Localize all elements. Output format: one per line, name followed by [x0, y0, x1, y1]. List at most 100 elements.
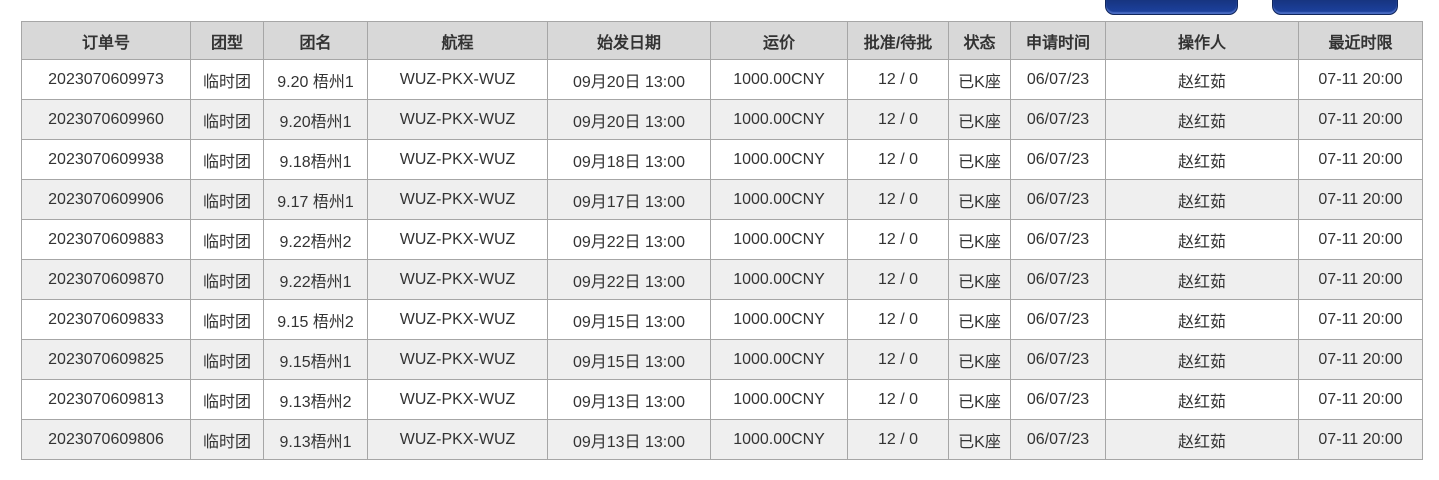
table-row[interactable]: 2023070609906 临时团 9.17 梧州1 WUZ-PKX-WUZ 09月17…: [21, 179, 1423, 220]
cell-apply-time: 06/07/23: [1010, 299, 1106, 340]
table-row[interactable]: 2023070609825 临时团 9.15梧州1 WUZ-PKX-WUZ 09月15日…: [21, 339, 1423, 380]
table-row[interactable]: 2023070609960 临时团 9.20梧州1 WUZ-PKX-WUZ 09月20日…: [21, 99, 1423, 140]
cell-route: WUZ-PKX-WUZ: [367, 179, 548, 220]
column-header-apply-time: 申请时间: [1010, 21, 1106, 60]
cell-depart-date: 09月13日 13:00: [547, 379, 711, 420]
table-row[interactable]: 2023070609870 临时团 9.22梧州1 WUZ-PKX-WUZ 09月22日…: [21, 259, 1423, 300]
column-header-approved-pending: 批准/待批: [847, 21, 949, 60]
table-row[interactable]: 2023070609806 临时团 9.13梧州1 WUZ-PKX-WUZ 09月13日…: [21, 419, 1423, 460]
cell-status: 已K座: [948, 379, 1011, 420]
cell-fare: 1000.00CNY: [710, 179, 848, 220]
cell-apply-time: 06/07/23: [1010, 59, 1106, 100]
column-header-deadline: 最近时限: [1298, 21, 1423, 60]
cell-operator: 赵红茹: [1105, 179, 1299, 220]
cell-fare: 1000.00CNY: [710, 299, 848, 340]
cell-group-type: 临时团: [190, 139, 264, 180]
column-header-fare: 运价: [710, 21, 848, 60]
cell-route: WUZ-PKX-WUZ: [367, 59, 548, 100]
cell-operator: 赵红茹: [1105, 59, 1299, 100]
column-header-order-no: 订单号: [21, 21, 191, 60]
table-row[interactable]: 2023070609833 临时团 9.15 梧州2 WUZ-PKX-WUZ 09月15…: [21, 299, 1423, 340]
cell-status: 已K座: [948, 219, 1011, 260]
cell-depart-date: 09月20日 13:00: [547, 99, 711, 140]
cell-deadline: 07-11 20:00: [1298, 299, 1423, 340]
cell-approved-pending: 12 / 0: [847, 99, 949, 140]
cell-order-no: 2023070609906: [21, 179, 191, 220]
cell-depart-date: 09月13日 13:00: [547, 419, 711, 460]
cell-order-no: 2023070609938: [21, 139, 191, 180]
cell-deadline: 07-11 20:00: [1298, 259, 1423, 300]
cell-approved-pending: 12 / 0: [847, 419, 949, 460]
cell-group-name: 9.18梧州1: [263, 139, 368, 180]
cell-fare: 1000.00CNY: [710, 259, 848, 300]
cell-deadline: 07-11 20:00: [1298, 99, 1423, 140]
column-header-status: 状态: [948, 21, 1011, 60]
cell-deadline: 07-11 20:00: [1298, 419, 1423, 460]
cell-depart-date: 09月22日 13:00: [547, 259, 711, 300]
cell-group-name: 9.17 梧州1: [263, 179, 368, 220]
cell-group-name: 9.22梧州2: [263, 219, 368, 260]
cell-order-no: 2023070609825: [21, 339, 191, 380]
cell-order-no: 2023070609883: [21, 219, 191, 260]
cell-group-type: 临时团: [190, 59, 264, 100]
table-row[interactable]: 2023070609973 临时团 9.20 梧州1 WUZ-PKX-WUZ 09月20…: [21, 59, 1423, 100]
cell-approved-pending: 12 / 0: [847, 59, 949, 100]
cell-apply-time: 06/07/23: [1010, 419, 1106, 460]
cell-depart-date: 09月15日 13:00: [547, 299, 711, 340]
table-row[interactable]: 2023070609813 临时团 9.13梧州2 WUZ-PKX-WUZ 09月13日…: [21, 379, 1423, 420]
cell-operator: 赵红茹: [1105, 259, 1299, 300]
cell-fare: 1000.00CNY: [710, 419, 848, 460]
cell-order-no: 2023070609960: [21, 99, 191, 140]
table-row[interactable]: 2023070609883 临时团 9.22梧州2 WUZ-PKX-WUZ 09月22日…: [21, 219, 1423, 260]
cell-route: WUZ-PKX-WUZ: [367, 419, 548, 460]
cell-deadline: 07-11 20:00: [1298, 339, 1423, 380]
cell-approved-pending: 12 / 0: [847, 339, 949, 380]
cell-group-name: 9.13梧州1: [263, 419, 368, 460]
cell-fare: 1000.00CNY: [710, 339, 848, 380]
header-row: 订单号 团型 团名 航程 始发日期 运价 批准/待批 状态 申请时间 操作人 最近时限: [21, 21, 1423, 60]
cell-approved-pending: 12 / 0: [847, 179, 949, 220]
cell-apply-time: 06/07/23: [1010, 99, 1106, 140]
cell-fare: 1000.00CNY: [710, 379, 848, 420]
cell-approved-pending: 12 / 0: [847, 139, 949, 180]
top-action-button-2[interactable]: [1272, 0, 1398, 15]
cell-status: 已K座: [948, 419, 1011, 460]
cell-route: WUZ-PKX-WUZ: [367, 259, 548, 300]
cell-group-type: 临时团: [190, 99, 264, 140]
cell-apply-time: 06/07/23: [1010, 379, 1106, 420]
cell-order-no: 2023070609973: [21, 59, 191, 100]
cell-operator: 赵红茹: [1105, 219, 1299, 260]
cell-deadline: 07-11 20:00: [1298, 379, 1423, 420]
cell-apply-time: 06/07/23: [1010, 139, 1106, 180]
cell-route: WUZ-PKX-WUZ: [367, 99, 548, 140]
cell-group-name: 9.22梧州1: [263, 259, 368, 300]
top-action-button-1[interactable]: [1105, 0, 1238, 15]
cell-operator: 赵红茹: [1105, 339, 1299, 380]
cell-group-type: 临时团: [190, 259, 264, 300]
cell-depart-date: 09月15日 13:00: [547, 339, 711, 380]
orders-table-head: 订单号 团型 团名 航程 始发日期 运价 批准/待批 状态 申请时间 操作人 最近时限: [21, 21, 1423, 60]
cell-order-no: 2023070609813: [21, 379, 191, 420]
cell-group-name: 9.20梧州1: [263, 99, 368, 140]
table-row[interactable]: 2023070609938 临时团 9.18梧州1 WUZ-PKX-WUZ 09月18日…: [21, 139, 1423, 180]
cell-approved-pending: 12 / 0: [847, 259, 949, 300]
cell-group-name: 9.15 梧州2: [263, 299, 368, 340]
cell-status: 已K座: [948, 339, 1011, 380]
cell-apply-time: 06/07/23: [1010, 179, 1106, 220]
cell-fare: 1000.00CNY: [710, 139, 848, 180]
cell-group-name: 9.13梧州2: [263, 379, 368, 420]
cell-approved-pending: 12 / 0: [847, 219, 949, 260]
cell-operator: 赵红茹: [1105, 139, 1299, 180]
cell-operator: 赵红茹: [1105, 299, 1299, 340]
cell-status: 已K座: [948, 59, 1011, 100]
cell-status: 已K座: [948, 299, 1011, 340]
cell-apply-time: 06/07/23: [1010, 259, 1106, 300]
cell-route: WUZ-PKX-WUZ: [367, 219, 548, 260]
cell-fare: 1000.00CNY: [710, 219, 848, 260]
cell-fare: 1000.00CNY: [710, 99, 848, 140]
cell-depart-date: 09月20日 13:00: [547, 59, 711, 100]
cell-order-no: 2023070609806: [21, 419, 191, 460]
cell-depart-date: 09月18日 13:00: [547, 139, 711, 180]
cell-route: WUZ-PKX-WUZ: [367, 339, 548, 380]
cell-depart-date: 09月17日 13:00: [547, 179, 711, 220]
